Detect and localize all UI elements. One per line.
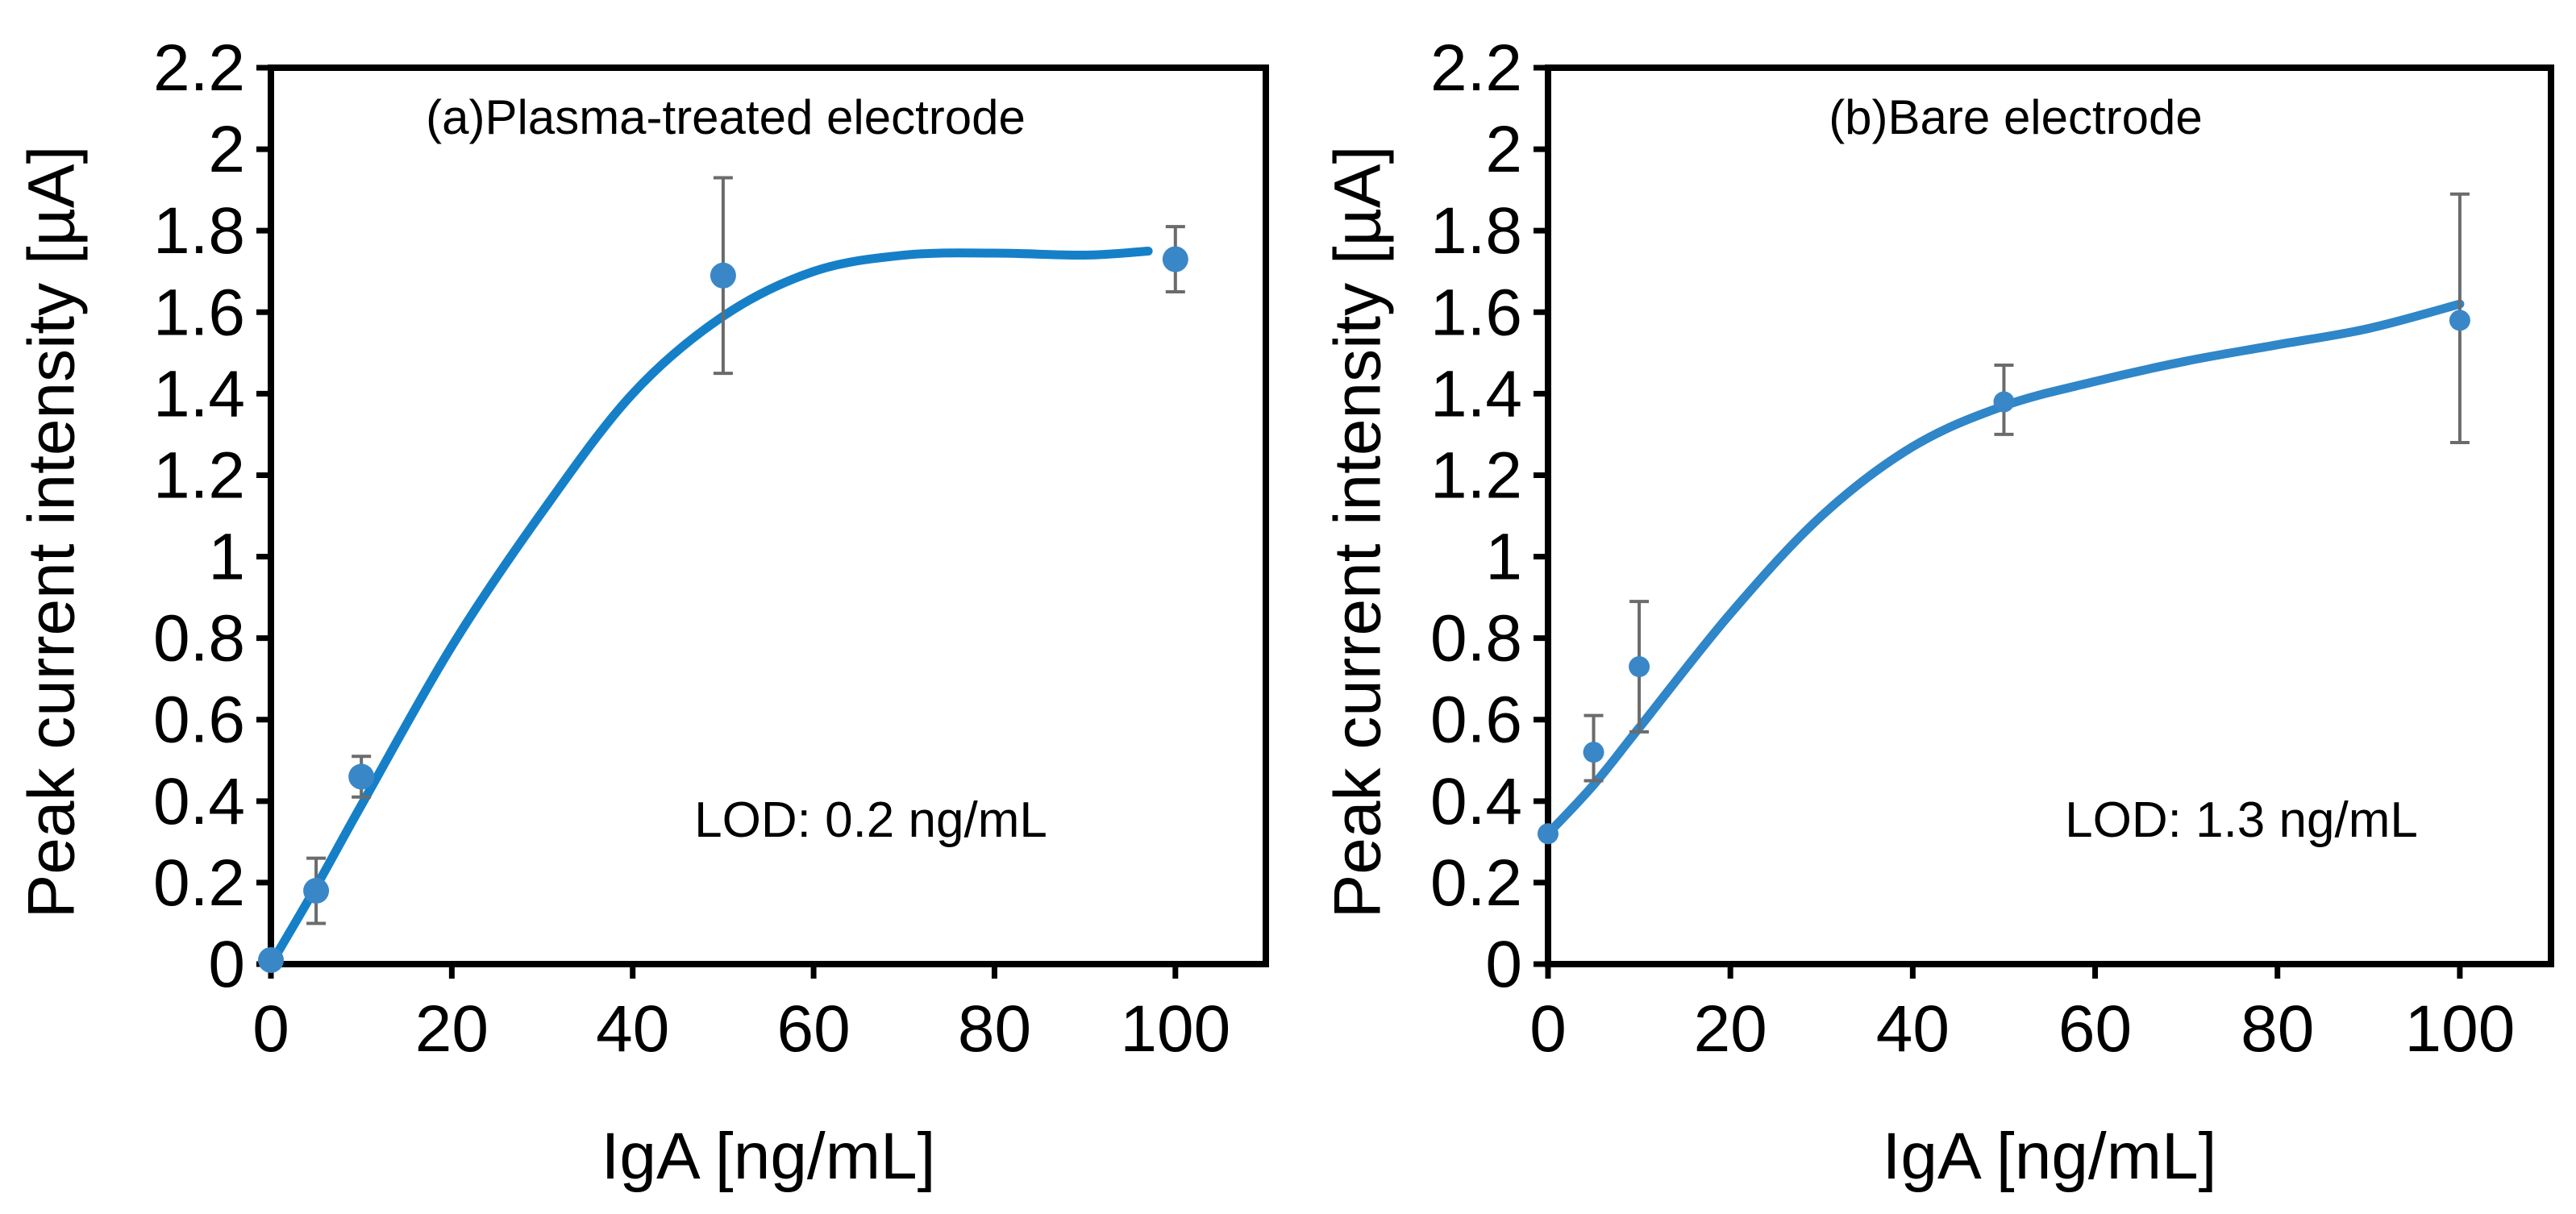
y-tick-label: 2	[208, 113, 245, 186]
y-tick-label: 0.2	[153, 846, 245, 920]
x-axis-title: IgA [ng/mL]	[1883, 1120, 2217, 1193]
x-tick-label: 60	[776, 992, 850, 1066]
y-tick-label: 0	[208, 928, 245, 1001]
panel-title: (b)Bare electrode	[1829, 90, 2203, 144]
y-tick-label: 1.6	[153, 276, 245, 349]
y-tick-label: 0.8	[1430, 602, 1522, 676]
x-tick-label: 40	[1876, 992, 1950, 1066]
x-tick-label: 40	[596, 992, 669, 1066]
y-tick-label: 0.2	[1430, 846, 1522, 920]
x-tick-label: 60	[2058, 992, 2132, 1066]
x-tick-label: 20	[1694, 992, 1767, 1066]
y-axis-title: Peak current intensity [µA]	[15, 146, 89, 919]
data-point	[1993, 391, 2015, 413]
y-tick-label: 1.4	[1430, 357, 1522, 430]
y-tick-label: 2.2	[153, 31, 245, 105]
y-tick-label: 1.2	[153, 439, 245, 512]
y-tick-label: 2.2	[1430, 31, 1522, 105]
panel-title: (a)Plasma-treated electrode	[426, 90, 1026, 144]
y-tick-label: 1.4	[153, 357, 245, 430]
y-tick-label: 1.8	[153, 194, 245, 268]
x-tick-label: 80	[2241, 992, 2314, 1066]
y-tick-label: 0.4	[1430, 765, 1522, 838]
y-tick-label: 0.8	[153, 602, 245, 676]
data-point	[710, 262, 736, 289]
data-point	[303, 878, 330, 904]
y-tick-label: 2	[1485, 113, 1522, 186]
lod-annotation: LOD: 1.3 ng/mL	[2065, 792, 2418, 848]
x-tick-label: 100	[2404, 992, 2515, 1066]
y-axis-title: Peak current intensity [µA]	[1321, 146, 1395, 919]
x-tick-label: 80	[958, 992, 1031, 1066]
data-point	[1629, 656, 1650, 678]
chart-panel-b: 00.20.40.60.811.21.41.61.822.20 20 40 60 80 1…	[1321, 31, 2554, 1193]
plot-frame	[1545, 64, 2554, 967]
y-tick-label: 0.6	[1430, 684, 1522, 757]
x-tick-label: 20	[415, 992, 489, 1066]
fit-curve	[266, 246, 1153, 969]
data-point	[258, 946, 284, 973]
plot-frame	[268, 64, 1269, 967]
x-tick-label: 0	[1529, 992, 1567, 1066]
data-point	[348, 763, 375, 790]
chart-panel-a: 00.20.40.60.811.21.41.61.822.20 20 40 60 80 1…	[15, 31, 1269, 1193]
y-tick-label: 1	[208, 521, 245, 594]
y-tick-label: 0.6	[153, 684, 245, 757]
y-tick-label: 1.6	[1430, 276, 1522, 349]
x-tick-label: 0	[252, 992, 289, 1066]
y-tick-label: 0	[1485, 928, 1522, 1001]
data-point	[2449, 310, 2470, 331]
y-tick-label: 1.2	[1430, 439, 1522, 512]
y-tick-label: 1	[1485, 521, 1522, 594]
lod-annotation: LOD: 0.2 ng/mL	[694, 792, 1047, 848]
y-tick-label: 0.4	[153, 765, 245, 838]
data-point	[1538, 823, 1559, 845]
data-point	[1162, 246, 1188, 272]
x-tick-label: 100	[1120, 992, 1230, 1066]
y-tick-label: 1.8	[1430, 194, 1522, 268]
x-axis-title: IgA [ng/mL]	[601, 1120, 936, 1193]
data-point	[1583, 742, 1604, 763]
